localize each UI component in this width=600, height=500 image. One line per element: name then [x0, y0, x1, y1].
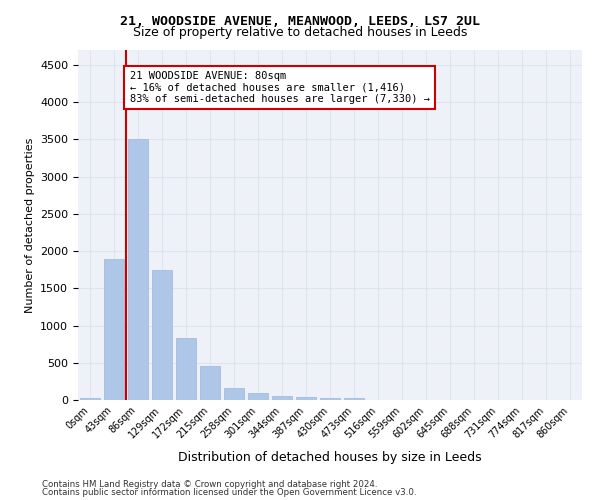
Text: 21 WOODSIDE AVENUE: 80sqm
← 16% of detached houses are smaller (1,416)
83% of se: 21 WOODSIDE AVENUE: 80sqm ← 16% of detac… [130, 71, 430, 104]
Text: Size of property relative to detached houses in Leeds: Size of property relative to detached ho… [133, 26, 467, 39]
Bar [320, 398, 340, 400]
Text: Contains HM Land Registry data © Crown copyright and database right 2024.: Contains HM Land Registry data © Crown c… [42, 480, 377, 489]
Text: Contains public sector information licensed under the Open Government Licence v3: Contains public sector information licen… [42, 488, 416, 497]
X-axis label: Distribution of detached houses by size in Leeds: Distribution of detached houses by size … [178, 451, 482, 464]
Bar [152, 270, 172, 400]
Bar [176, 338, 196, 400]
Bar [272, 396, 292, 400]
Bar [248, 392, 268, 400]
Bar [296, 396, 316, 400]
Bar [344, 398, 364, 400]
Bar [224, 388, 244, 400]
Text: 21, WOODSIDE AVENUE, MEANWOOD, LEEDS, LS7 2UL: 21, WOODSIDE AVENUE, MEANWOOD, LEEDS, LS… [120, 15, 480, 28]
Bar [128, 140, 148, 400]
Y-axis label: Number of detached properties: Number of detached properties [25, 138, 35, 312]
Bar [104, 258, 124, 400]
Bar [200, 366, 220, 400]
Bar [80, 398, 100, 400]
